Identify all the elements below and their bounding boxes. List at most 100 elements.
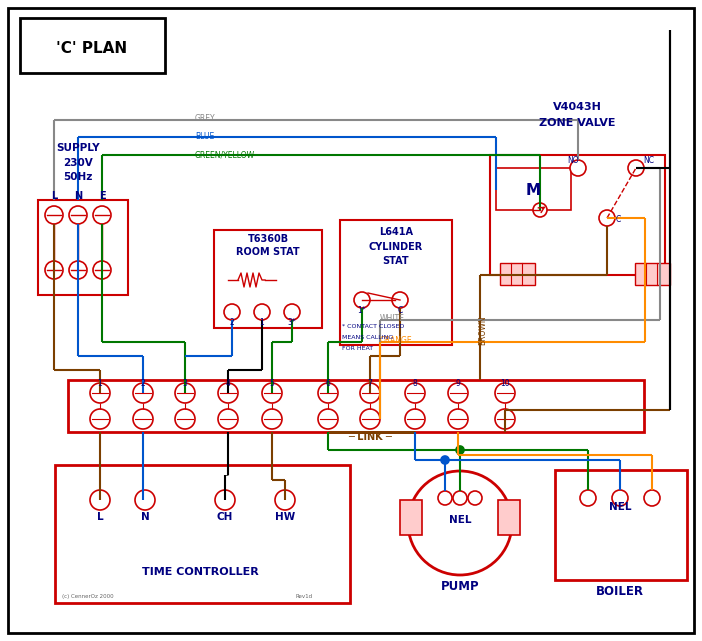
- Circle shape: [133, 383, 153, 403]
- FancyBboxPatch shape: [68, 380, 644, 432]
- Text: T6360B: T6360B: [247, 234, 289, 244]
- Circle shape: [392, 292, 408, 308]
- Text: 6: 6: [326, 378, 331, 388]
- Text: (c) CennerOz 2000: (c) CennerOz 2000: [62, 594, 114, 599]
- Text: 5: 5: [270, 378, 274, 388]
- Circle shape: [360, 409, 380, 429]
- FancyBboxPatch shape: [498, 500, 520, 535]
- Circle shape: [495, 383, 515, 403]
- Circle shape: [448, 409, 468, 429]
- Circle shape: [644, 490, 660, 506]
- Circle shape: [135, 490, 155, 510]
- FancyBboxPatch shape: [400, 500, 422, 535]
- Text: STAT: STAT: [383, 256, 409, 266]
- Text: 50Hz: 50Hz: [63, 172, 93, 182]
- Circle shape: [69, 206, 87, 224]
- Text: NEL: NEL: [449, 515, 471, 525]
- Text: L641A: L641A: [379, 227, 413, 237]
- Circle shape: [90, 383, 110, 403]
- Circle shape: [628, 160, 644, 176]
- Text: L: L: [51, 191, 57, 201]
- Text: 7: 7: [368, 378, 373, 388]
- Circle shape: [453, 491, 467, 505]
- Circle shape: [262, 383, 282, 403]
- Text: V4043H: V4043H: [552, 102, 602, 112]
- Circle shape: [441, 456, 449, 464]
- FancyBboxPatch shape: [496, 168, 571, 210]
- Circle shape: [448, 383, 468, 403]
- Circle shape: [580, 490, 596, 506]
- Text: CH: CH: [217, 512, 233, 522]
- Circle shape: [405, 383, 425, 403]
- Circle shape: [570, 160, 586, 176]
- Text: 3*: 3*: [288, 318, 296, 327]
- Circle shape: [438, 491, 452, 505]
- Text: ZONE VALVE: ZONE VALVE: [538, 118, 615, 128]
- Circle shape: [175, 383, 195, 403]
- Text: ─ LINK ─: ─ LINK ─: [348, 432, 392, 442]
- Text: HW: HW: [275, 512, 295, 522]
- Text: 2: 2: [140, 378, 145, 388]
- Text: L: L: [97, 512, 103, 522]
- Circle shape: [599, 210, 615, 226]
- Text: C: C: [397, 306, 403, 315]
- Text: 1*: 1*: [358, 306, 366, 315]
- Circle shape: [456, 446, 464, 454]
- Text: BROWN: BROWN: [478, 315, 487, 345]
- Circle shape: [468, 491, 482, 505]
- Circle shape: [45, 206, 63, 224]
- Circle shape: [284, 304, 300, 320]
- Text: M: M: [525, 183, 541, 197]
- Circle shape: [495, 409, 515, 429]
- Circle shape: [133, 409, 153, 429]
- Circle shape: [254, 304, 270, 320]
- Text: 2: 2: [230, 318, 234, 327]
- Circle shape: [318, 409, 338, 429]
- Text: GREY: GREY: [195, 113, 216, 122]
- Circle shape: [405, 409, 425, 429]
- FancyBboxPatch shape: [555, 470, 687, 580]
- Text: CYLINDER: CYLINDER: [369, 242, 423, 252]
- Circle shape: [69, 261, 87, 279]
- Text: NC: NC: [643, 156, 654, 165]
- Text: ROOM STAT: ROOM STAT: [236, 247, 300, 257]
- Text: FOR HEAT: FOR HEAT: [342, 346, 373, 351]
- Text: 9: 9: [456, 378, 461, 388]
- Circle shape: [408, 471, 512, 575]
- Text: E: E: [99, 191, 105, 201]
- FancyBboxPatch shape: [500, 263, 535, 285]
- Circle shape: [612, 490, 628, 506]
- Text: TIME CONTROLLER: TIME CONTROLLER: [142, 567, 258, 577]
- FancyBboxPatch shape: [8, 8, 694, 633]
- Circle shape: [45, 261, 63, 279]
- Text: MEANS CALLING: MEANS CALLING: [342, 335, 393, 340]
- Circle shape: [318, 383, 338, 403]
- Text: 8: 8: [413, 378, 418, 388]
- Circle shape: [275, 490, 295, 510]
- Text: 1: 1: [260, 318, 265, 327]
- Text: PUMP: PUMP: [441, 580, 479, 593]
- Circle shape: [93, 261, 111, 279]
- Text: BOILER: BOILER: [596, 585, 644, 598]
- Text: WHITE: WHITE: [380, 313, 405, 322]
- Circle shape: [175, 409, 195, 429]
- FancyBboxPatch shape: [214, 230, 322, 328]
- FancyBboxPatch shape: [38, 200, 128, 295]
- Text: ORANGE: ORANGE: [380, 335, 413, 344]
- Circle shape: [218, 409, 238, 429]
- Circle shape: [90, 409, 110, 429]
- Circle shape: [224, 304, 240, 320]
- Circle shape: [360, 383, 380, 403]
- Text: SUPPLY: SUPPLY: [56, 143, 100, 153]
- FancyBboxPatch shape: [20, 18, 165, 73]
- Text: Rev1d: Rev1d: [295, 594, 312, 599]
- Text: 3: 3: [183, 378, 187, 388]
- FancyBboxPatch shape: [635, 263, 670, 285]
- Text: 'C' PLAN: 'C' PLAN: [56, 40, 128, 56]
- Circle shape: [533, 203, 547, 217]
- Text: NEL: NEL: [609, 502, 631, 512]
- FancyBboxPatch shape: [55, 465, 350, 603]
- Text: 230V: 230V: [63, 158, 93, 168]
- Text: C: C: [616, 215, 621, 224]
- FancyBboxPatch shape: [490, 155, 665, 275]
